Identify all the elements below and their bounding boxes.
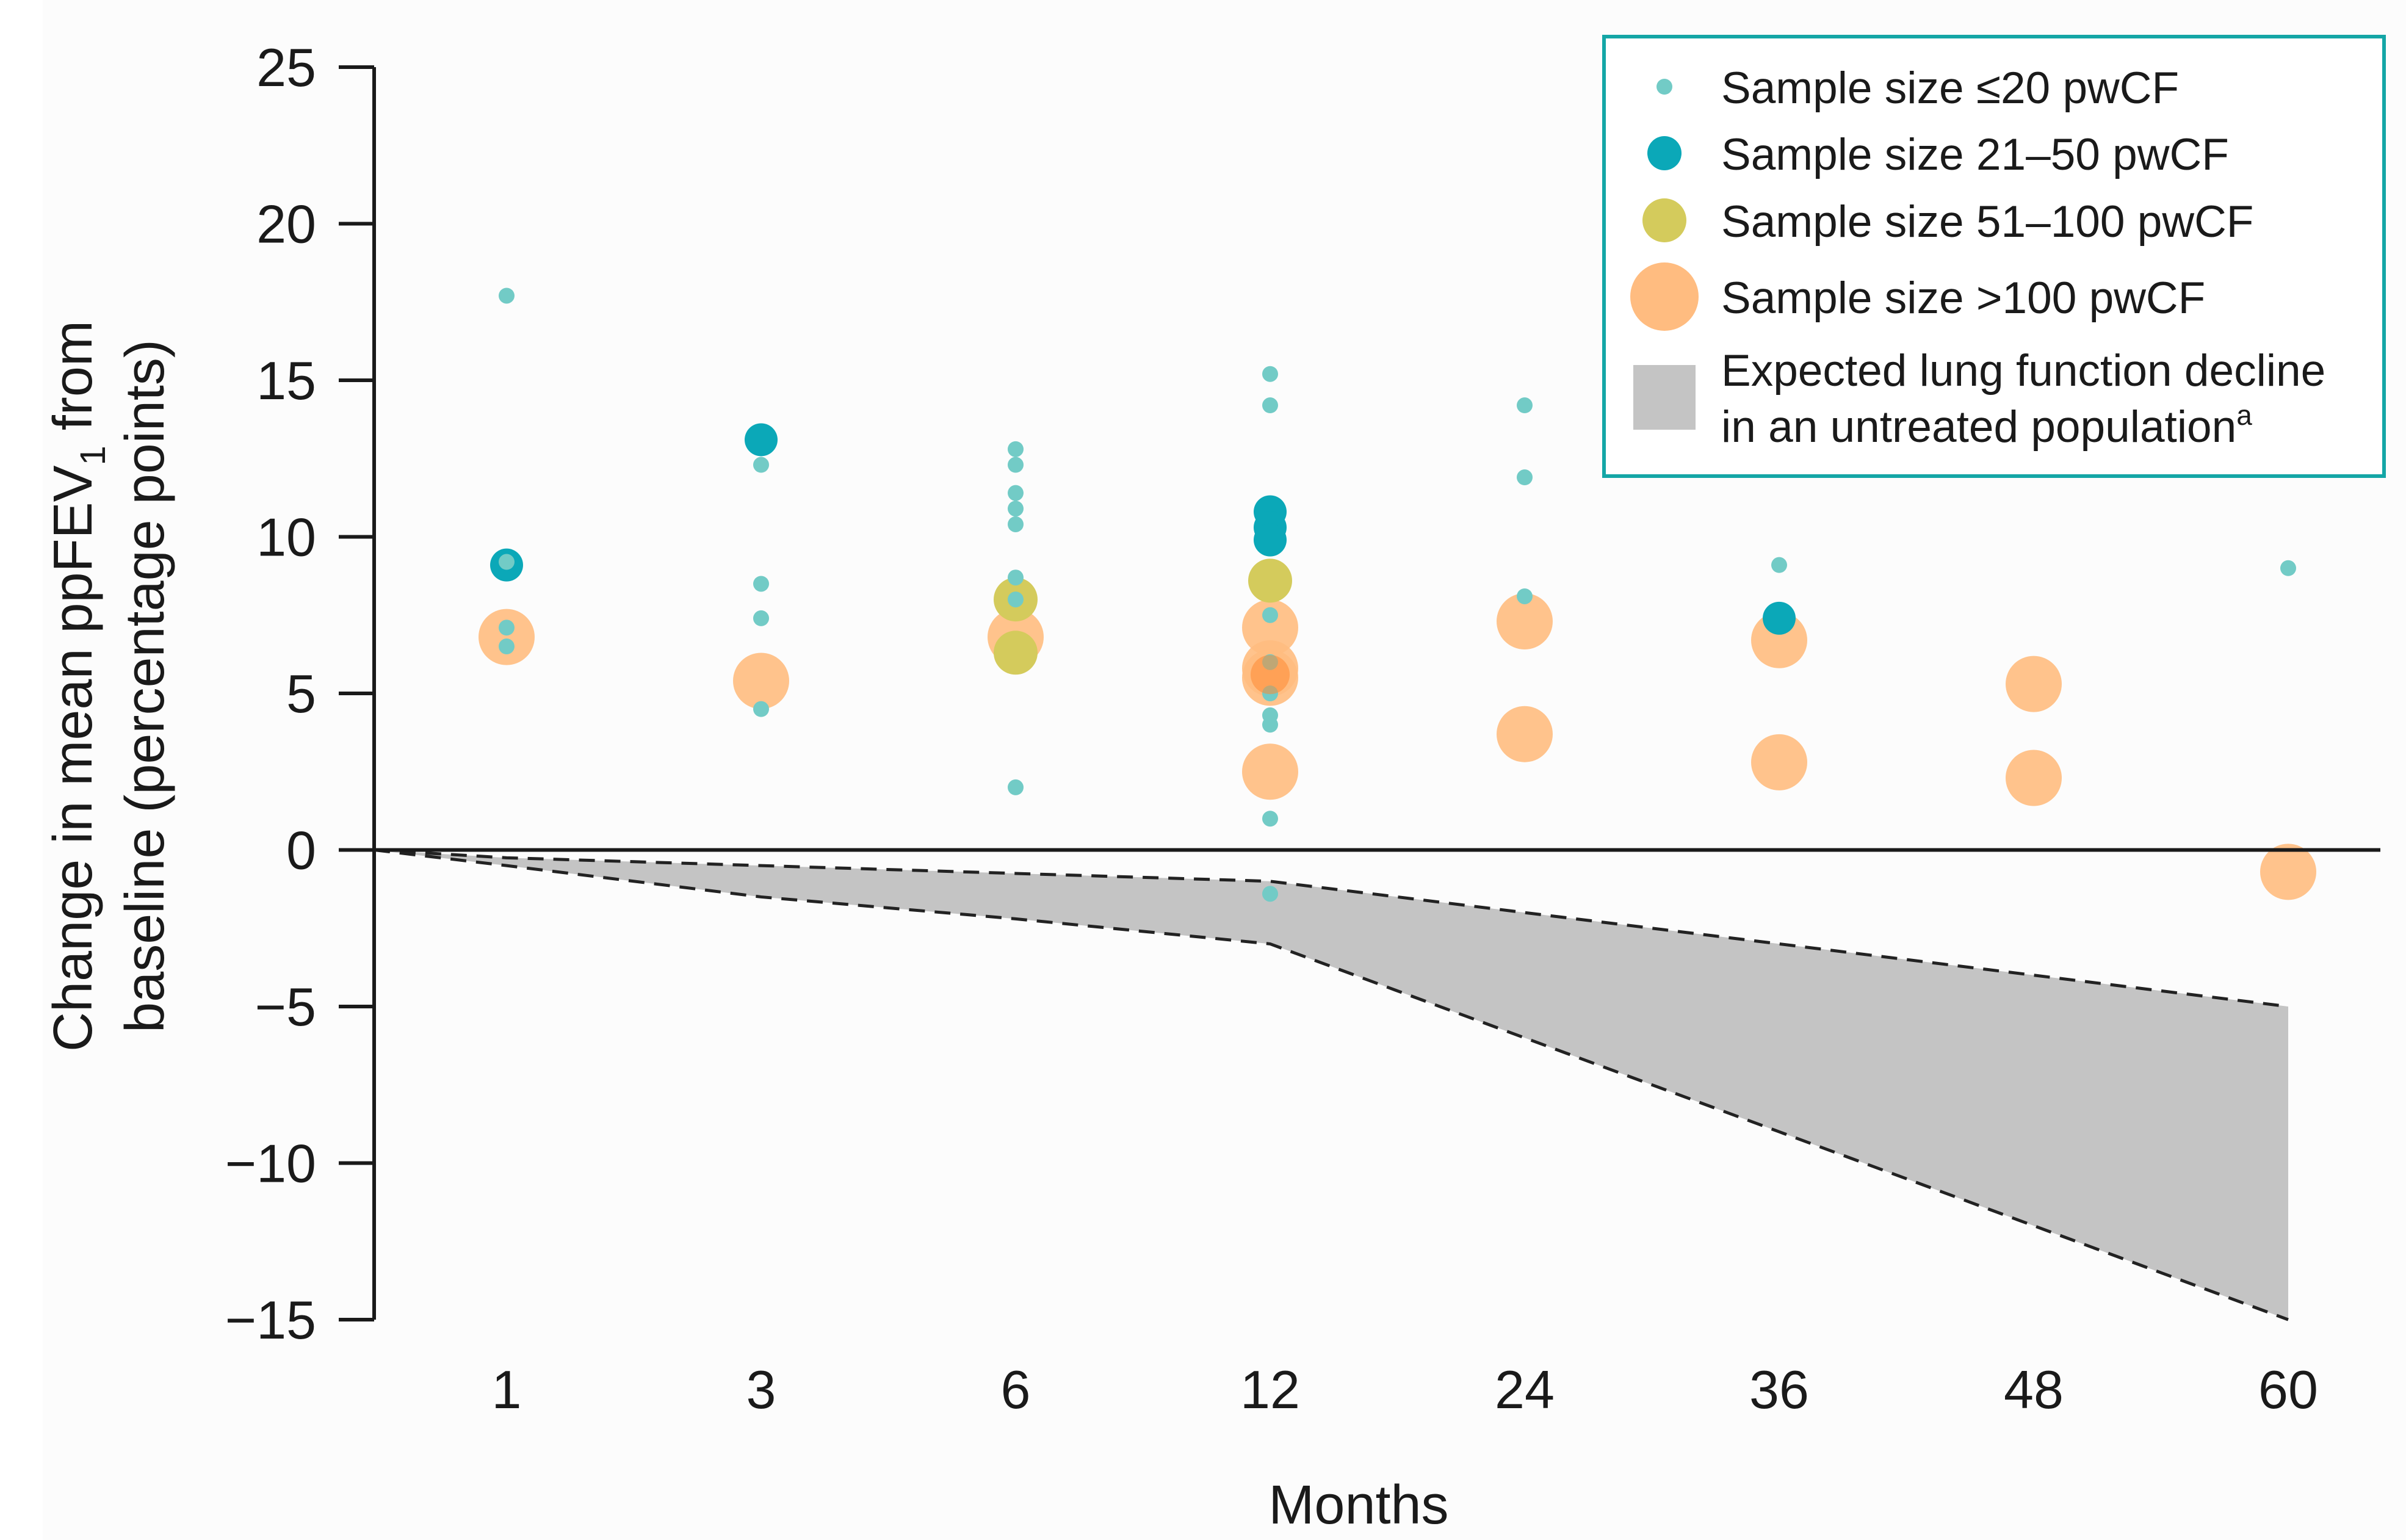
data-point-small (753, 576, 769, 592)
data-point-small (1771, 557, 1787, 573)
data-point-small (1008, 591, 1024, 608)
data-point-small (753, 610, 769, 626)
legend-marker-band (1633, 365, 1696, 430)
data-point-small (1008, 516, 1024, 532)
decline-band-layer (374, 848, 2289, 1321)
data-point-large (994, 631, 1038, 675)
x-tick-label: 6 (1001, 1359, 1031, 1420)
data-point-xlarge (1242, 599, 1298, 656)
y-tick-label: −10 (225, 1133, 316, 1194)
y-axis-label: Change in mean ppFEV1 from baseline (per… (43, 320, 176, 1052)
data-point-medium (1763, 601, 1796, 635)
y-tick-label: 5 (286, 663, 316, 724)
y-tick-label: 15 (256, 350, 316, 411)
y-tick-label: 10 (256, 507, 316, 568)
decline-band (374, 850, 2288, 1320)
data-point-xlarge (2006, 656, 2062, 712)
legend-label-medium: Sample size 21–50 pwCF (1721, 130, 2229, 179)
data-point-xlarge (2006, 750, 2062, 806)
data-point-small (499, 554, 515, 570)
data-point-small (1517, 397, 1533, 414)
y-tick-label: −5 (255, 977, 316, 1037)
data-point-small (1517, 469, 1533, 486)
data-point-xlarge (1497, 593, 1553, 650)
data-point-xlarge (1242, 743, 1298, 800)
data-point-small (1008, 485, 1024, 501)
y-tick-label: 20 (256, 194, 316, 255)
data-point-small (1517, 588, 1533, 604)
legend-label-band-line2: in an untreated populationa (1721, 399, 2252, 452)
data-point-small (753, 457, 769, 473)
data-point-small (1008, 779, 1024, 795)
legend-label-large: Sample size 51–100 pwCF (1721, 197, 2253, 247)
y-tick-label: −15 (225, 1290, 316, 1350)
data-point-xlarge-overlap (1251, 655, 1290, 695)
y-tick-label: 0 (286, 820, 316, 881)
band-lower-line (374, 848, 2289, 1321)
data-point-large (1248, 559, 1292, 603)
legend-label-band-line1: Expected lung function decline (1721, 346, 2325, 396)
legend-frame (1602, 35, 2386, 478)
band-upper-line (374, 848, 2289, 1008)
legend-marker-xlarge (1630, 262, 1699, 331)
data-point-xlarge (1751, 734, 1807, 790)
x-tick-label: 3 (746, 1359, 776, 1420)
data-point-small (499, 638, 515, 655)
data-point-small (1008, 569, 1024, 586)
data-point-small (753, 701, 769, 717)
data-point-small (1262, 811, 1278, 827)
x-axis-label: Months (1268, 1475, 1448, 1536)
data-point-small (1262, 717, 1278, 733)
points-layer (479, 287, 2316, 902)
data-point-small (499, 620, 515, 636)
data-point-small (1008, 441, 1024, 457)
data-point-small (1008, 501, 1024, 517)
x-tick-label: 36 (1749, 1359, 1809, 1420)
data-point-xlarge (733, 653, 789, 709)
data-point-small (1262, 607, 1278, 623)
y-tick-label: 25 (256, 37, 316, 98)
x-tick-label: 12 (1240, 1359, 1300, 1420)
data-point-small (2280, 560, 2296, 576)
data-point-small (1262, 366, 1278, 382)
x-tick-label: 60 (2258, 1359, 2318, 1420)
data-point-xlarge (2260, 844, 2316, 900)
data-point-medium (1254, 523, 1287, 557)
data-point-medium (745, 423, 778, 457)
data-point-small (499, 287, 515, 304)
legend-marker-small (1656, 79, 1672, 95)
legend-label-small: Sample size ≤20 pwCF (1721, 63, 2179, 113)
data-point-small (1262, 886, 1278, 902)
y-axis-label-line2: baseline (percentage points) (115, 339, 176, 1033)
series-small (499, 287, 2296, 902)
x-tick-label: 48 (2004, 1359, 2064, 1420)
y-axis-label-line1: Change in mean ppFEV1 from (43, 320, 113, 1052)
data-point-small (1262, 397, 1278, 414)
series-large (994, 559, 1292, 675)
series-medium (490, 423, 1796, 635)
data-point-xlarge (1497, 706, 1553, 762)
legend-marker-large (1642, 198, 1686, 242)
legend-marker-medium (1647, 136, 1682, 170)
x-tick-label: 1 (492, 1359, 522, 1420)
x-tick-label: 24 (1495, 1359, 1555, 1420)
data-point-small (1008, 457, 1024, 473)
legend: Sample size ≤20 pwCF Sample size 21–50 pw… (1602, 35, 2386, 478)
data-point-xlarge (479, 609, 535, 665)
legend-label-xlarge: Sample size >100 pwCF (1721, 273, 2205, 323)
